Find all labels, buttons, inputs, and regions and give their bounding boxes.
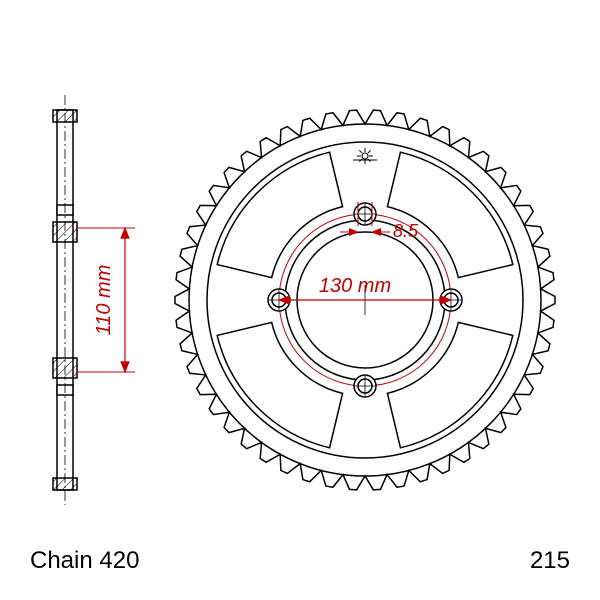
chain-spec-label: Chain 420 bbox=[30, 547, 139, 575]
dimension-bolt-circle: 130 mm bbox=[319, 275, 391, 297]
part-number-label: 215 bbox=[530, 547, 570, 575]
sprocket-diagram: 110 mm 130 mm 8.5 bbox=[0, 0, 600, 600]
side-profile-view bbox=[53, 95, 77, 505]
dimension-bore-diameter: 110 mm bbox=[93, 265, 115, 336]
dimension-bolt-hole: 8.5 bbox=[393, 221, 419, 241]
